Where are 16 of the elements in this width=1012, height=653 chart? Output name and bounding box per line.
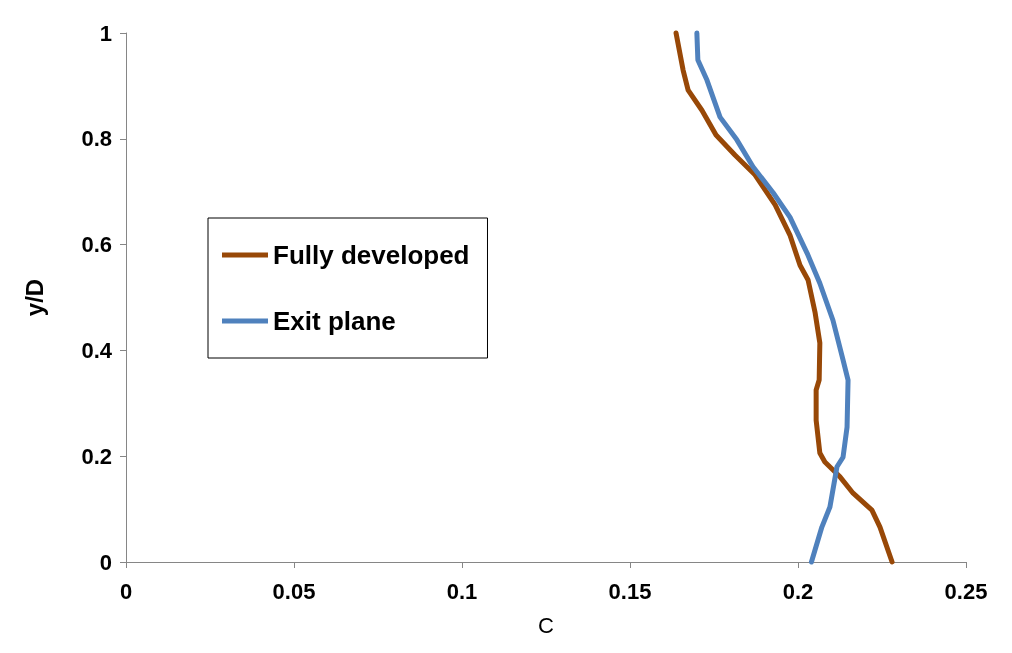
legend-label: Exit plane <box>273 306 396 336</box>
x-tick-label: 0.2 <box>782 578 814 604</box>
legend-label: Fully developed <box>273 240 470 270</box>
y-axis-title: y/D <box>20 278 48 317</box>
y-tick-label: 0.6 <box>81 232 112 258</box>
x-tick-label: 0.25 <box>944 578 988 604</box>
y-tick-label: 0 <box>99 549 112 575</box>
y-tick-label: 0.8 <box>81 126 112 152</box>
x-tick-label: 0.15 <box>608 578 652 604</box>
x-axis-title: C <box>538 612 555 638</box>
y-tick-label: 0.4 <box>81 337 113 363</box>
x-tick-label: 0.1 <box>446 578 478 604</box>
y-tick-label: 1 <box>99 20 112 46</box>
x-tick-label: 0 <box>119 578 133 604</box>
x-tick-label: 0.05 <box>272 578 316 604</box>
y-tick-label: 0.2 <box>81 443 112 469</box>
